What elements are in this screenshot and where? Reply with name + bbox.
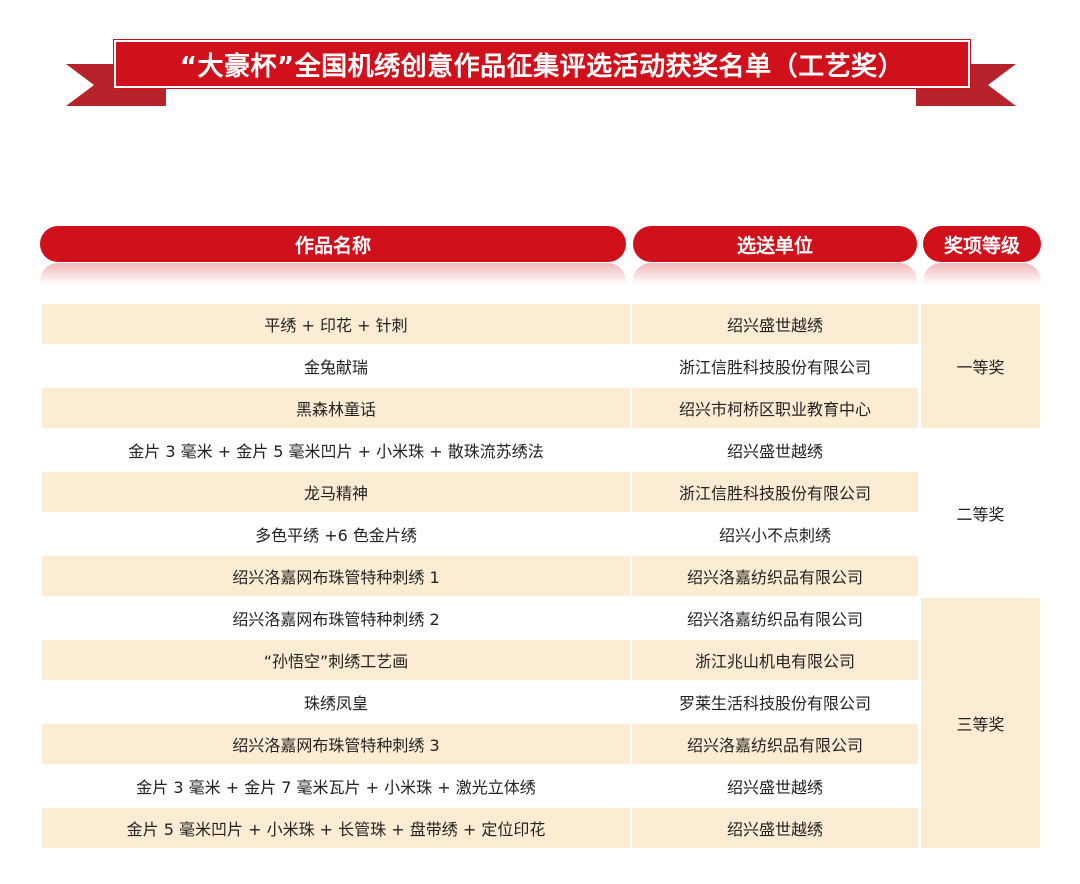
work-name-cell: 绍兴洛嘉网布珠管特种刺绣 3: [42, 724, 630, 764]
header-unit: 选送单位: [633, 226, 917, 262]
unit-cell: 浙江兆山机电有限公司: [632, 640, 918, 680]
work-name-cell: 金片 3 毫米 + 金片 7 毫米瓦片 + 小米珠 + 激光立体绣: [136, 778, 536, 797]
header-award: 奖项等级: [923, 226, 1041, 262]
table-row: 珠绣凤皇 罗莱生活科技股份有限公司: [42, 682, 918, 722]
table-row: 平绣 + 印花 + 针刺 绍兴盛世越绣: [42, 304, 918, 344]
work-name-cell: 绍兴洛嘉网布珠管特种刺绣 1: [42, 556, 630, 596]
work-name-cell: 多色平绣 +6 色金片绣: [255, 526, 417, 545]
work-name-cell: 黑森林童话: [42, 388, 630, 428]
unit-cell: 绍兴洛嘉纺织品有限公司: [632, 724, 918, 764]
unit-cell: 绍兴盛世越绣: [726, 778, 823, 797]
table-row: 绍兴洛嘉网布珠管特种刺绣 3 绍兴洛嘉纺织品有限公司: [42, 724, 918, 764]
work-name-cell: 金兔献瑞: [303, 358, 368, 377]
work-name-cell: 绍兴洛嘉网布珠管特种刺绣 2: [232, 610, 440, 629]
table-row: 绍兴洛嘉网布珠管特种刺绣 1 绍兴洛嘉纺织品有限公司: [42, 556, 918, 596]
work-name-cell: 金片 3 毫米 + 金片 5 毫米凹片 + 小米珠 + 散珠流苏绣法: [128, 442, 544, 461]
table-row: 绍兴洛嘉网布珠管特种刺绣 2 绍兴洛嘉纺织品有限公司: [42, 598, 918, 638]
unit-cell: 绍兴盛世越绣: [726, 442, 823, 461]
award-level-cell: 一等奖: [921, 304, 1040, 428]
unit-cell: 绍兴洛嘉纺织品有限公司: [686, 610, 863, 629]
unit-cell: 绍兴盛世越绣: [632, 808, 918, 848]
header-reflection: [923, 263, 1041, 285]
award-level-cell: 三等奖: [921, 598, 1040, 848]
unit-cell: 绍兴洛嘉纺织品有限公司: [632, 556, 918, 596]
work-name-cell: 平绣 + 印花 + 针刺: [42, 304, 630, 344]
unit-cell: 绍兴盛世越绣: [632, 304, 918, 344]
table-row: 多色平绣 +6 色金片绣 绍兴小不点刺绣: [42, 514, 918, 554]
work-name-cell: 金片 5 毫米凹片 + 小米珠 + 长管珠 + 盘带绣 + 定位印花: [42, 808, 630, 848]
header-reflection: [40, 263, 626, 285]
work-name-cell: 珠绣凤皇: [303, 694, 368, 713]
table-row: 金片 3 毫米 + 金片 5 毫米凹片 + 小米珠 + 散珠流苏绣法 绍兴盛世越绣: [42, 430, 918, 470]
unit-cell: 绍兴市柯桥区职业教育中心: [632, 388, 918, 428]
work-name-cell: “孙悟空”刺绣工艺画: [42, 640, 630, 680]
unit-cell: 浙江信胜科技股份有限公司: [632, 472, 918, 512]
unit-cell: 浙江信胜科技股份有限公司: [678, 358, 871, 377]
table-row: 金片 5 毫米凹片 + 小米珠 + 长管珠 + 盘带绣 + 定位印花 绍兴盛世越绣: [42, 808, 918, 848]
unit-cell: 绍兴小不点刺绣: [718, 526, 831, 545]
title-banner: “大豪杯”全国机绣创意作品征集评选活动获奖名单（工艺奖）: [114, 40, 970, 88]
page-title: “大豪杯”全国机绣创意作品征集评选活动获奖名单（工艺奖）: [179, 51, 905, 82]
table-row: “孙悟空”刺绣工艺画 浙江兆山机电有限公司: [42, 640, 918, 680]
work-name-cell: 龙马精神: [42, 472, 630, 512]
table-row: 龙马精神 浙江信胜科技股份有限公司: [42, 472, 918, 512]
unit-cell: 罗莱生活科技股份有限公司: [678, 694, 871, 713]
header-work-name: 作品名称: [40, 226, 626, 262]
table-row: 黑森林童话 绍兴市柯桥区职业教育中心: [42, 388, 918, 428]
award-level-cell: 二等奖: [921, 430, 1040, 596]
table-row: 金片 3 毫米 + 金片 7 毫米瓦片 + 小米珠 + 激光立体绣 绍兴盛世越绣: [42, 766, 918, 806]
header-reflection: [633, 263, 917, 285]
table-row: 金兔献瑞 浙江信胜科技股份有限公司: [42, 346, 918, 386]
